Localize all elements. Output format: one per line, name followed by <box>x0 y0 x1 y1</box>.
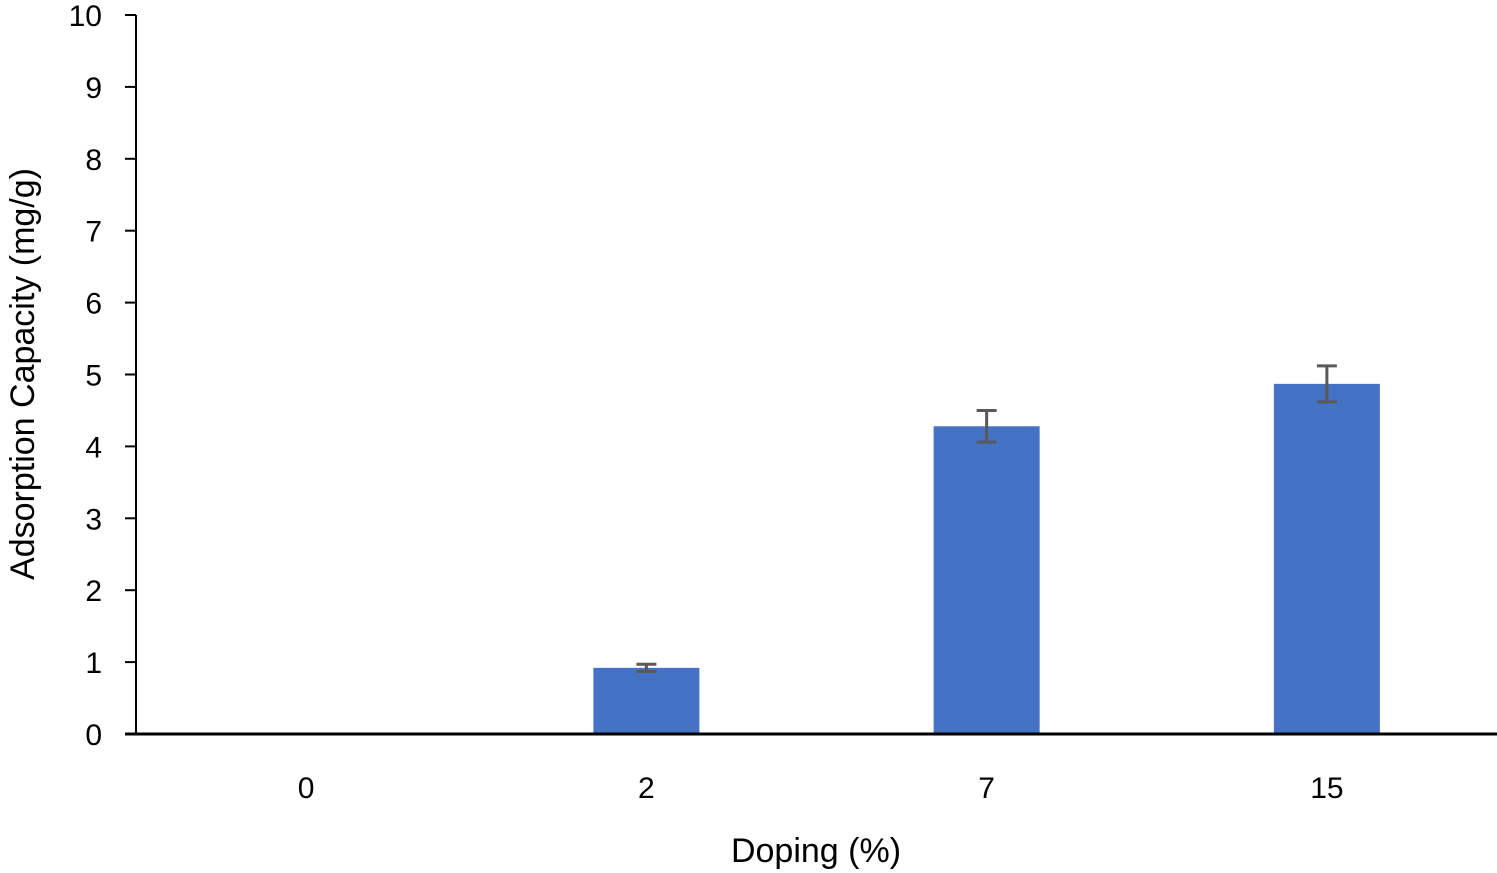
bar-2 <box>593 667 700 734</box>
y-tick-label: 10 <box>69 0 102 33</box>
y-tick-label: 8 <box>85 144 102 177</box>
y-tick-label: 4 <box>85 431 102 464</box>
bar-7 <box>933 426 1040 734</box>
y-axis-title: Adsorption Capacity (mg/g) <box>4 168 42 580</box>
x-axis-tick-labels: 0 2 7 15 <box>298 772 1344 805</box>
bars <box>593 383 1380 734</box>
y-tick-label: 1 <box>85 647 102 680</box>
y-tick-label: 6 <box>85 288 102 321</box>
error-bar-7 <box>976 408 997 444</box>
error-bar-2 <box>636 662 657 673</box>
x-tick-label: 2 <box>638 772 655 805</box>
y-tick-label: 9 <box>85 72 102 105</box>
y-tick-label: 0 <box>85 719 102 752</box>
error-bars <box>636 364 1337 673</box>
y-tick-label: 5 <box>85 360 102 393</box>
x-tick-label: 0 <box>298 772 315 805</box>
y-axis-ticks: 0 1 2 3 4 5 6 7 8 9 10 <box>69 0 136 752</box>
y-tick-label: 3 <box>85 503 102 536</box>
x-tick-label: 15 <box>1310 772 1343 805</box>
x-tick-label: 7 <box>978 772 995 805</box>
y-tick-label: 2 <box>85 575 102 608</box>
x-axis-title: Doping (%) <box>731 832 901 870</box>
error-bar-15 <box>1316 364 1337 404</box>
bar-15 <box>1273 383 1380 734</box>
y-tick-label: 7 <box>85 216 102 249</box>
